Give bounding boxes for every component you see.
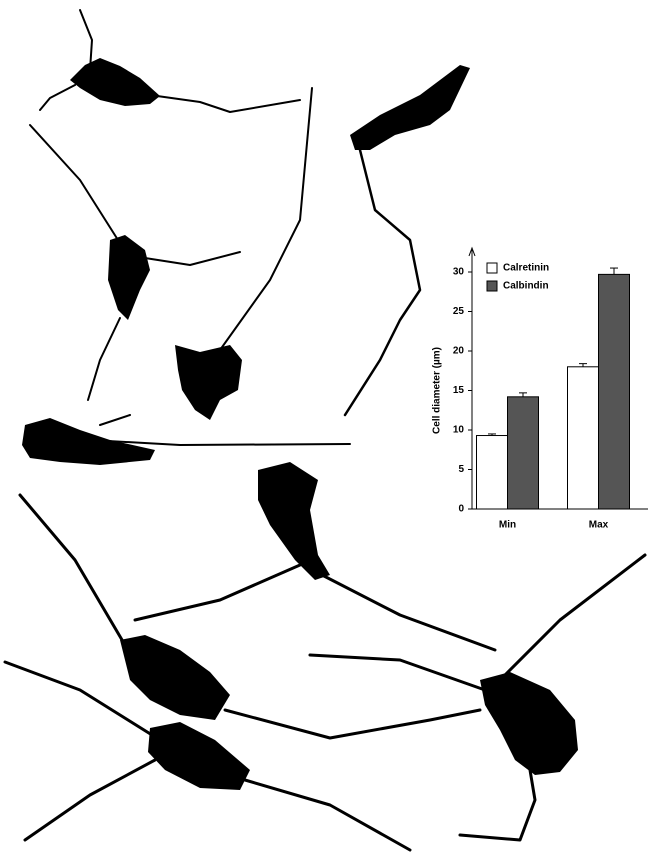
legend-swatch [487,281,497,291]
legend-label: Calbindin [503,281,549,292]
legend-swatch [487,263,497,273]
y-tick-label: 30 [453,267,465,278]
y-tick-label: 5 [458,464,464,475]
bar-chart: Cell diameter (µm) 0 5 10 15 20 25 30 Min Max Calr… [432,248,648,531]
x-tick-label: Min [499,520,516,531]
x-tick-label: Max [589,520,609,531]
bar [508,397,539,509]
y-tick-label: 0 [458,504,464,515]
y-tick-label: 15 [453,385,465,396]
figure: Cell diameter (µm) 0 5 10 15 20 25 30 Min Max Calr… [0,0,651,857]
figure-canvas: Cell diameter (µm) 0 5 10 15 20 25 30 Min Max Calr… [0,0,651,857]
neuron-drawings [5,10,645,850]
y-axis-label: Cell diameter (µm) [432,347,443,434]
bar [568,367,599,509]
y-tick-label: 25 [453,306,465,317]
y-tick-label: 10 [453,425,465,436]
bar [599,274,630,509]
y-tick-label: 20 [453,346,465,357]
legend-label: Calretinin [503,263,549,274]
bar [477,436,508,509]
